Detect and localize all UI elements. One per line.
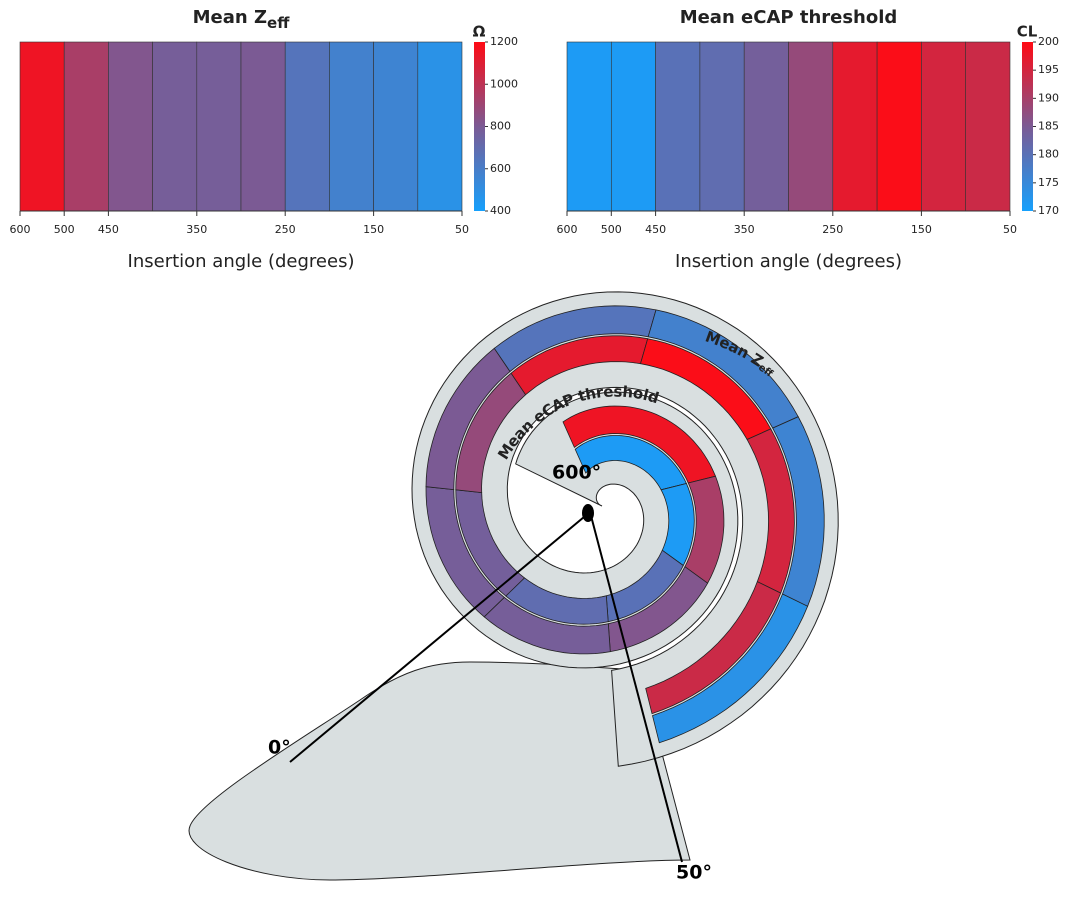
title-main: Mean eCAP threshold [680,7,898,28]
apex-dot [582,504,594,522]
colorbar-tick-label: 800 [490,120,511,133]
colorbar-label: Ω [473,23,486,41]
chart-title: Mean eCAP threshold [680,7,898,28]
heatmap-cell [921,42,965,211]
cochlea-diagram [189,292,838,880]
heatmap-cell [374,42,418,211]
colorbar-tick-label: 1000 [490,77,518,90]
colorbar-tick-label: 185 [1038,120,1059,133]
heatmap-cell [20,42,64,211]
colorbar-tick-label: 170 [1038,204,1059,217]
heatmap-cell [567,42,611,211]
x-tick-label: 150 [363,223,384,236]
heatmap-cell [153,42,197,211]
figure: 600° 0° 50° Mean eCAP threshold Mean Zef… [0,0,1069,897]
heatmap-cell [64,42,108,211]
colorbar [474,42,485,211]
x-tick-label: 150 [911,223,932,236]
heatmap-cell [418,42,462,211]
x-tick-label: 450 [645,223,666,236]
chart-title: Mean Zeff [193,7,291,32]
x-tick-label: 450 [98,223,119,236]
heatmap-cell [611,42,655,211]
heatmap-cell [241,42,285,211]
heatmap-cell [789,42,833,211]
colorbar-tick-label: 1200 [490,35,518,48]
x-axis-label: Insertion angle (degrees) [675,251,902,272]
x-tick-label: 500 [54,223,75,236]
heatmap-cell [285,42,329,211]
basal-angle-label: 50° [676,862,712,884]
x-tick-label: 50 [1003,223,1017,236]
colorbar-tick-label: 200 [1038,35,1059,48]
heatmap-cell [877,42,921,211]
heatmap-cell [966,42,1010,211]
x-tick-label: 50 [455,223,469,236]
heatmap-cell [744,42,788,211]
title-subscript: eff [267,14,290,32]
colorbar-tick-label: 190 [1038,91,1059,104]
x-tick-label: 600 [557,223,578,236]
x-tick-label: 600 [10,223,31,236]
heatmap-cell [656,42,700,211]
heatmap-cell [833,42,877,211]
x-axis-label: Insertion angle (degrees) [128,251,355,272]
colorbar-tick-label: 400 [490,204,511,217]
heatmap-cell [700,42,744,211]
x-tick-label: 500 [601,223,622,236]
heatmap-cell [329,42,373,211]
colorbar-tick-label: 175 [1038,176,1059,189]
colorbar-tick-label: 600 [490,162,511,175]
colorbar-tick-label: 180 [1038,148,1059,161]
x-tick-label: 250 [275,223,296,236]
title-main: Mean Z [193,7,267,28]
base-label: 0° [268,737,291,759]
colorbar-label: CL [1017,23,1038,41]
x-tick-label: 350 [186,223,207,236]
x-tick-label: 350 [734,223,755,236]
heatmap-cell [197,42,241,211]
colorbar [1022,42,1033,211]
x-tick-label: 250 [822,223,843,236]
apex-label: 600° [552,462,601,484]
heatmap-cell [108,42,152,211]
colorbar-tick-label: 195 [1038,63,1059,76]
